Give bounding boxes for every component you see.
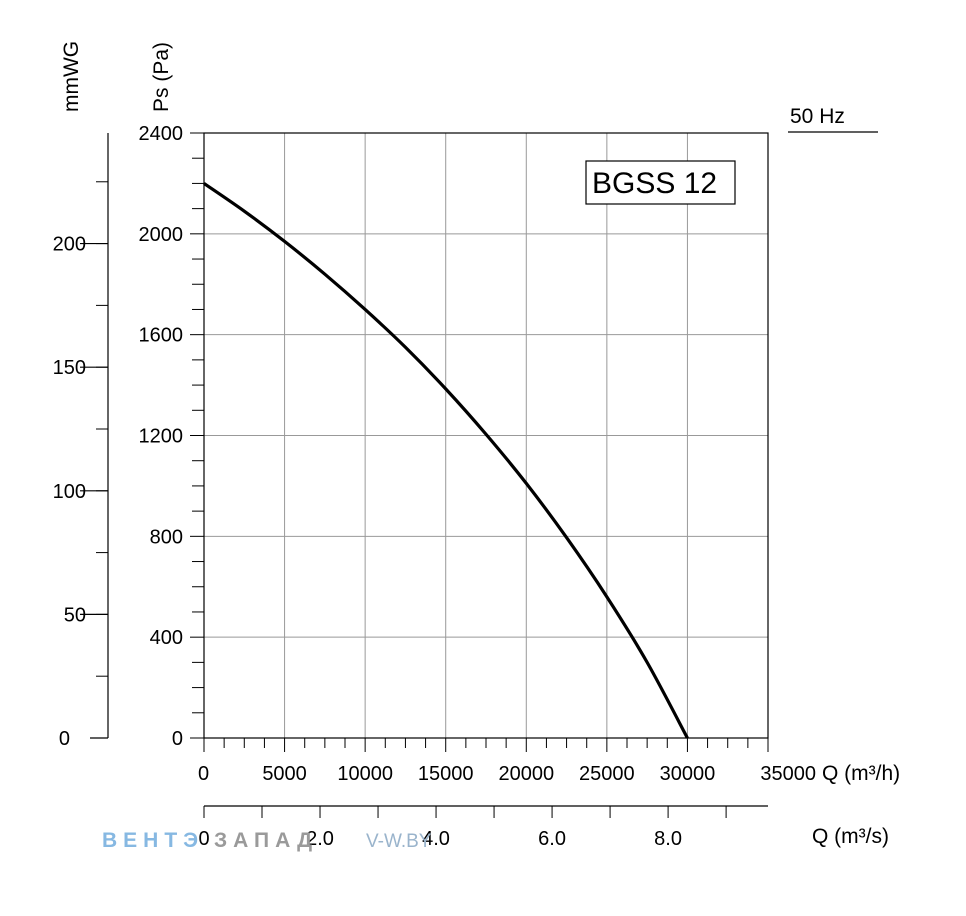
mmwg-tick-label: 0 (59, 728, 70, 750)
x2-tick-label: 2.0 (306, 828, 334, 850)
x-axis-title: Q (m³/h) (822, 762, 900, 785)
y-tick-labels: 0 400 800 1200 1600 2000 2400 (139, 123, 184, 750)
x2-ticks: 0 2.0 4.0 6.0 8.0 (198, 806, 727, 850)
watermark-part-3: V-W.BY (366, 831, 432, 852)
x-tick-label: 30000 (660, 763, 716, 785)
x2-tick-label: 0 (198, 828, 209, 850)
x-tick-label: 0 (198, 763, 209, 785)
y-tick-label: 800 (150, 526, 183, 548)
mmwg-tick-label: 200 (53, 234, 86, 256)
x-tick-label: 35000 (760, 763, 816, 785)
x2-tick-label: 4.0 (422, 828, 450, 850)
model-label-box (585, 160, 736, 205)
watermark-part-1: ВЕНТЭ (102, 829, 204, 852)
x-tick-label: 25000 (579, 763, 635, 785)
x2-tick-label: 8.0 (654, 828, 682, 850)
mmwg-tick-label: 150 (53, 357, 86, 379)
y-tick-label: 1600 (139, 325, 184, 347)
mmwg-tick-label: 100 (53, 481, 86, 503)
y-tick-label: 1200 (139, 426, 184, 448)
model-label: BGSS 12 (592, 167, 717, 200)
frequency-label: 50 Hz (790, 105, 845, 128)
y-tick-label: 0 (172, 728, 183, 750)
y-axis-title: Ps (Pa) (150, 42, 173, 112)
y-left-axis-title: mmWG (60, 41, 83, 112)
y-tick-label: 400 (150, 627, 183, 649)
x-tick-label: 5000 (262, 763, 307, 785)
x2-tick-label: 6.0 (538, 828, 566, 850)
x2-axis-title: Q (m³/s) (812, 825, 889, 848)
x-tick-label: 15000 (418, 763, 474, 785)
y-tick-label: 2400 (139, 123, 184, 145)
mmwg-ticks: 0 50 100 150 200 (53, 181, 108, 750)
x-tick-label: 10000 (337, 763, 393, 785)
mmwg-tick-label: 50 (64, 604, 86, 626)
performance-curve (203, 182, 689, 739)
x-tick-labels: 0 5000 10000 15000 20000 25000 30000 35000 (198, 763, 816, 785)
watermark-part-2: ЗАПАД (214, 829, 318, 852)
x-tick-label: 20000 (498, 763, 554, 785)
y-tick-label: 2000 (139, 224, 184, 246)
minor-ticks (190, 132, 769, 752)
